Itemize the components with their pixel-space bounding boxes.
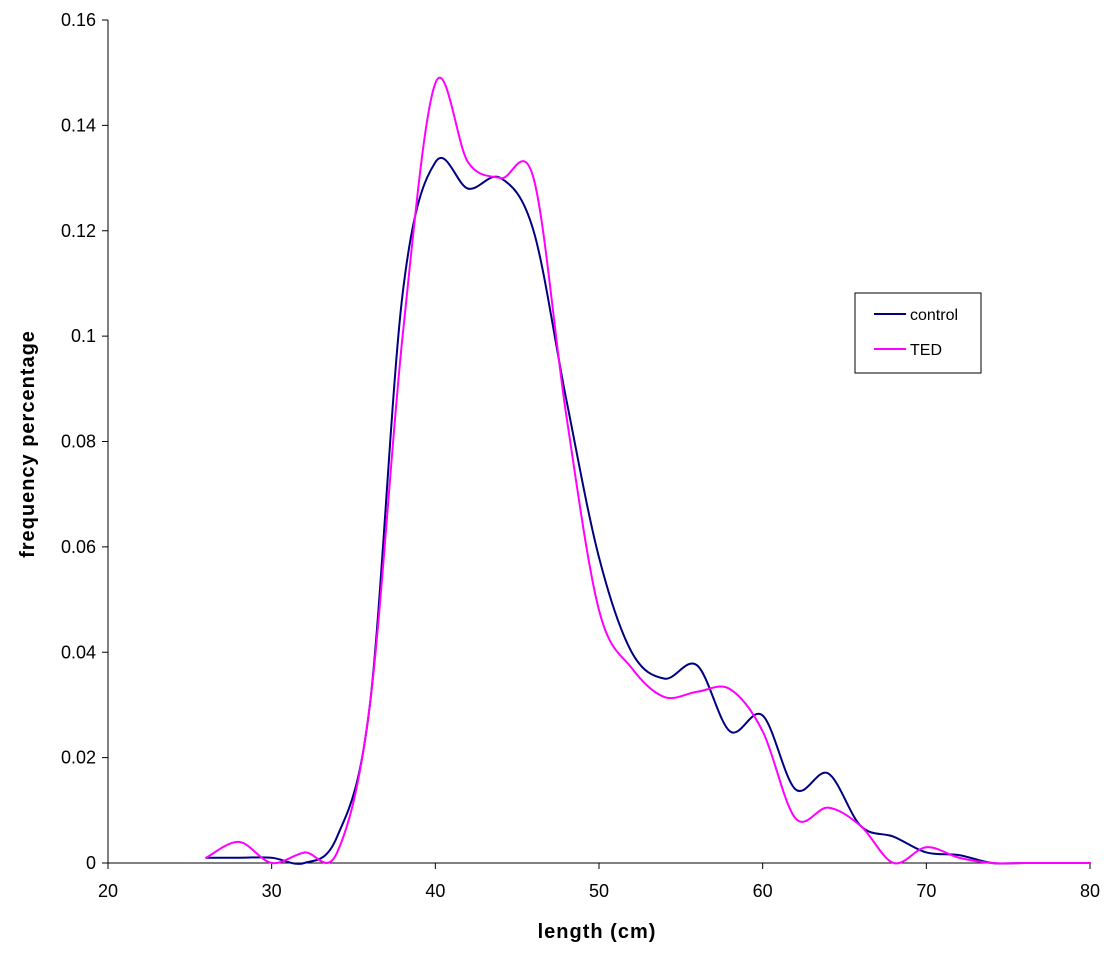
x-tick-label: 20 <box>98 881 118 901</box>
y-tick-label: 0.16 <box>61 10 96 30</box>
series-lines <box>205 76 1091 865</box>
x-tick-label: 50 <box>589 881 609 901</box>
ticks: 20 30 40 50 60 70 80 0 0.02 0.04 0.06 0.08 0.1 0.12 0.… <box>61 10 1100 901</box>
y-tick-label: 0.08 <box>61 432 96 452</box>
y-axis-title: frequency percentage <box>17 330 39 558</box>
series-line-control <box>205 157 1091 865</box>
y-tick-label: 0 <box>86 853 96 873</box>
x-tick-label: 80 <box>1080 881 1100 901</box>
y-tick-label: 0.1 <box>71 326 96 346</box>
axes <box>107 20 1090 864</box>
x-axis-title: length (cm) <box>538 921 657 943</box>
x-tick-label: 30 <box>262 881 282 901</box>
x-tick-label: 70 <box>916 881 936 901</box>
legend: control TED <box>854 292 982 374</box>
x-tick-label: 40 <box>425 881 445 901</box>
series-line-ted <box>205 76 1091 865</box>
legend-box <box>854 292 982 374</box>
y-tick-label: 0.06 <box>61 537 96 557</box>
legend-label-ted: TED <box>910 342 942 359</box>
y-tick-label: 0.14 <box>61 115 96 135</box>
y-tick-label: 0.02 <box>61 748 96 768</box>
legend-label-control: control <box>910 307 958 324</box>
x-tick-label: 60 <box>753 881 773 901</box>
y-tick-label: 0.04 <box>61 642 96 662</box>
y-tick-label: 0.12 <box>61 221 96 241</box>
